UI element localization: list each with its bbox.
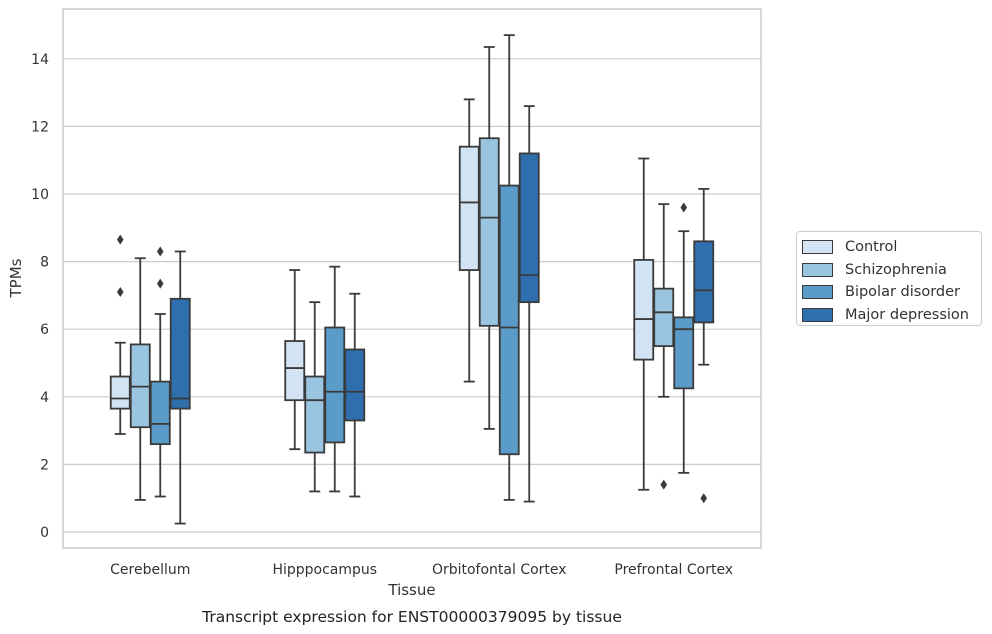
legend-swatch [802,262,833,277]
box-element [324,265,346,493]
legend-item: Control [802,236,981,259]
outlier-point [116,287,124,298]
plot-frame [62,8,762,549]
box-element [478,46,500,430]
box-element [633,157,655,491]
y-tick-label: 10 [31,187,49,203]
x-tick-label: Cerebellum [110,562,190,578]
y-tick-label: 12 [31,119,49,135]
chart-caption: Transcript expression for ENST0000037909… [201,608,622,626]
box-body [458,145,480,271]
x-axis-ticks: Cerebellum Hipppocampus Orbitofontal Corte… [110,562,733,578]
box-body [498,184,520,456]
y-axis-ticks: 0 2 4 6 8 10 12 14 [31,52,49,541]
box-body [304,375,326,454]
box-body [109,375,131,410]
legend: Control Schizophrenia Bipolar disorder Majo… [796,231,982,326]
box-body [478,137,500,327]
x-tick-label: Prefrontal Cortex [614,562,733,578]
outlier-point [156,246,164,257]
legend-item: Schizophrenia [802,259,981,282]
x-axis-title: Tissue [387,581,435,599]
outlier-point [156,278,164,289]
box-body [693,240,715,324]
box-element [149,246,171,498]
box-body [653,287,675,348]
y-tick-label: 4 [40,390,49,406]
box-element [498,34,520,501]
outlier-point [700,493,708,504]
box-body [324,326,346,444]
box-element [693,188,715,504]
box-element [458,98,480,383]
box-body [673,316,695,390]
y-tick-label: 14 [31,52,49,68]
y-axis-title: TPMs [7,258,25,298]
legend-swatch [802,307,833,322]
x-tick-label: Orbitofontal Cortex [432,562,567,578]
box-element [284,269,306,451]
legend-label: Schizophrenia [845,261,947,278]
y-tick-label: 2 [40,457,49,473]
box-body [149,380,171,446]
box-body [518,152,540,304]
y-tick-label: 0 [40,525,49,541]
outlier-point [116,234,124,245]
box-body [633,259,655,361]
box-element [653,203,675,490]
boxes [109,34,715,525]
legend-item: Major depression [802,304,981,327]
box-element [304,301,326,493]
box-element [344,292,366,498]
box-element [109,234,131,435]
legend-item: Bipolar disorder [802,281,981,304]
y-tick-label: 8 [40,255,49,271]
outlier-point [660,479,668,490]
legend-label: Major depression [845,306,969,323]
box-body [284,340,306,402]
legend-label: Control [845,239,898,256]
x-tick-label: Hipppocampus [272,562,377,578]
legend-swatch [802,240,833,255]
y-tick-label: 6 [40,322,49,338]
box-body [344,348,366,422]
box-element [129,257,151,501]
box-element [169,250,191,525]
legend-label: Bipolar disorder [845,284,960,301]
legend-swatch [802,285,833,300]
box-element [673,202,695,474]
box-element [518,105,540,503]
outlier-point [680,202,688,213]
box-body [169,297,191,410]
